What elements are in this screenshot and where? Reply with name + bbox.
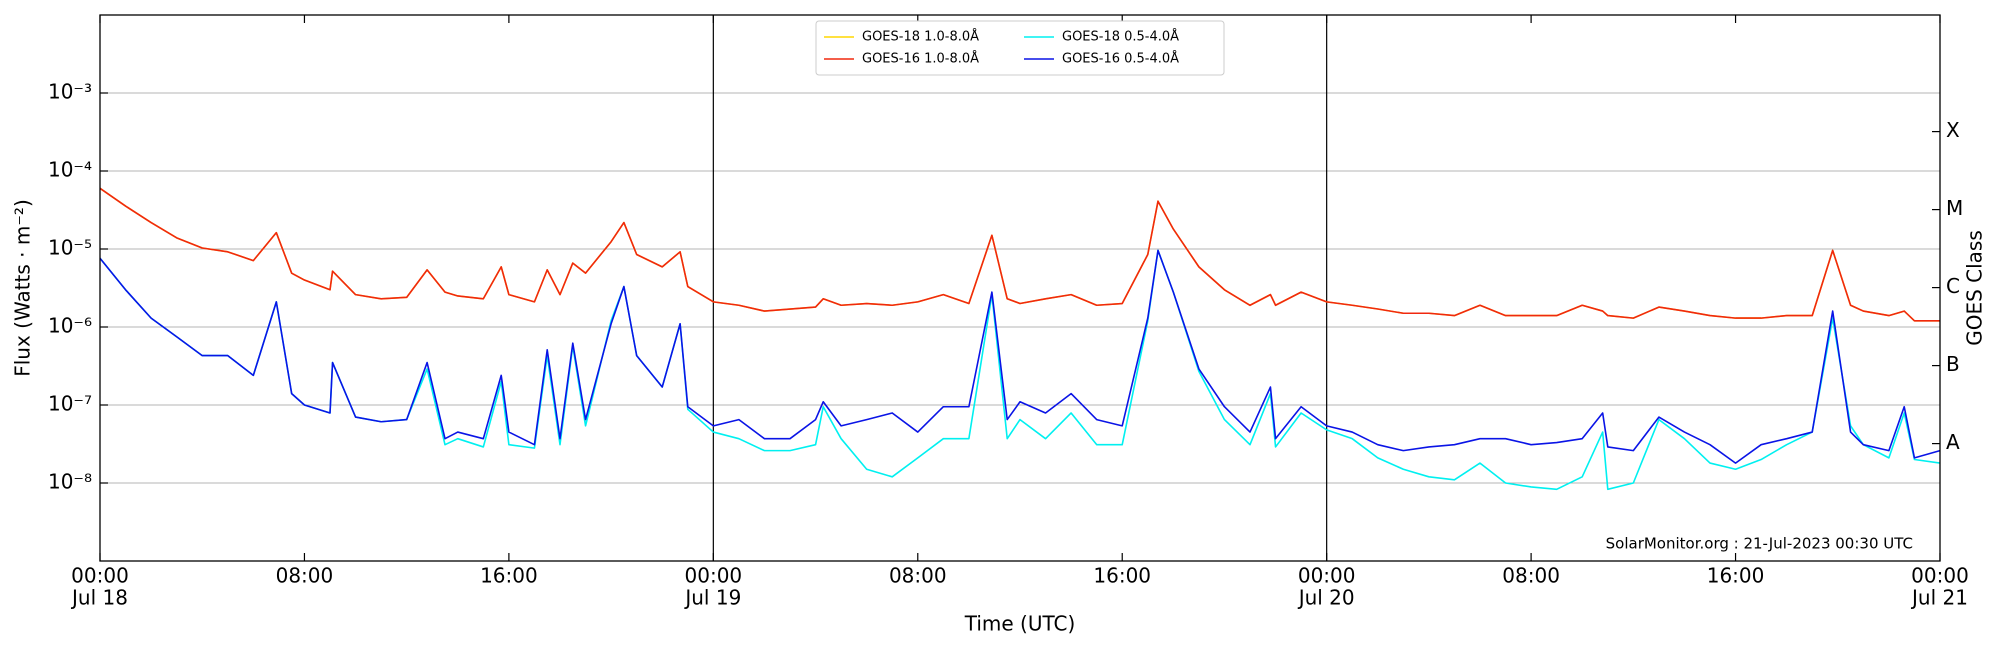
x-date-label: Jul 18 xyxy=(70,586,128,610)
x-tick-label: 08:00 xyxy=(1502,564,1560,588)
series-line xyxy=(99,187,1940,322)
x-tick-label: 08:00 xyxy=(889,564,947,588)
y-axis-label: Flux (Watts · m⁻²) xyxy=(11,199,35,377)
y-tick-label: 10⁻⁶ xyxy=(48,314,92,338)
series-line xyxy=(99,249,1941,464)
x-date-label: Jul 21 xyxy=(1910,586,1968,610)
grid xyxy=(99,15,1941,561)
y2-tick-label: B xyxy=(1946,352,1960,376)
x-tick-label: 00:00 xyxy=(1911,564,1969,588)
x-tick-label: 00:00 xyxy=(685,564,743,588)
y-tick-label: 10⁻⁸ xyxy=(48,470,92,494)
legend-box xyxy=(815,20,1225,76)
legend-label: GOES-18 0.5-4.0Å xyxy=(1062,29,1179,45)
y-tick-label: 10⁻⁴ xyxy=(48,158,92,182)
x-tick-label: 00:00 xyxy=(1298,564,1356,588)
x-tick-label: 16:00 xyxy=(480,564,538,588)
y2-tick-label: X xyxy=(1946,118,1960,142)
y-tick-label: 10⁻⁷ xyxy=(48,392,92,416)
y2-tick-label: C xyxy=(1946,274,1960,298)
y-tick-label: 10⁻⁵ xyxy=(48,236,92,260)
x-tick-label: 08:00 xyxy=(276,564,334,588)
legend-label: GOES-16 0.5-4.0Å xyxy=(1062,51,1179,67)
x-tick-label: 16:00 xyxy=(1093,564,1151,588)
plot-area xyxy=(99,187,1941,491)
plot-frame xyxy=(99,14,1941,562)
x-date-label: Jul 20 xyxy=(1297,586,1355,610)
legend-label: GOES-18 1.0-8.0Å xyxy=(862,29,979,45)
y2-tick-label: A xyxy=(1946,430,1960,454)
legend-label: GOES-16 1.0-8.0Å xyxy=(862,51,979,67)
series-line xyxy=(99,249,1941,491)
x-axis-label: Time (UTC) xyxy=(964,612,1076,636)
legend: GOES-18 1.0-8.0Å GOES-16 1.0-8.0Å GOES-18 … xyxy=(815,20,1225,76)
series-line xyxy=(99,187,1940,322)
y-tick-label: 10⁻³ xyxy=(48,80,92,104)
x-date-label: Jul 19 xyxy=(683,586,741,610)
y2-axis-label: GOES Class xyxy=(1963,230,1987,346)
x-tick-label: 00:00 xyxy=(71,564,129,588)
annotation: SolarMonitor.org : 21-Jul-2023 00:30 UTC xyxy=(1606,535,1913,553)
y2-tick-label: M xyxy=(1946,196,1963,220)
x-tick-label: 16:00 xyxy=(1707,564,1765,588)
